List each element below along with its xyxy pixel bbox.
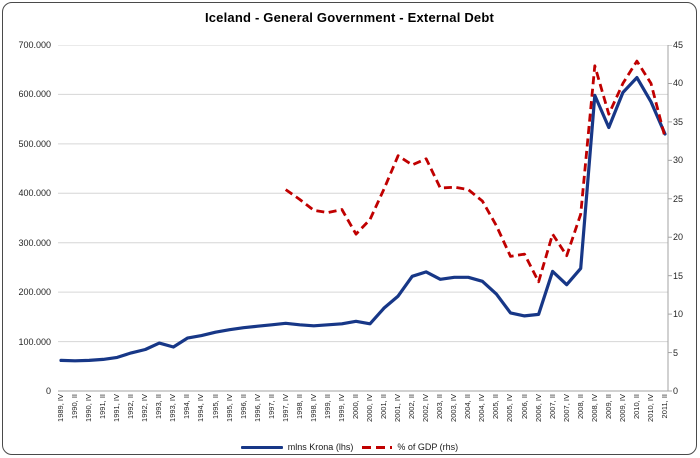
- x-axis-label: 1990, IV: [84, 394, 94, 422]
- x-axis-label: 1997, IV: [280, 394, 290, 422]
- x-axis-label: 1996, II: [238, 394, 248, 420]
- x-axis-label: 2006, II: [519, 394, 529, 420]
- y-axis-label-right: 10: [673, 309, 684, 320]
- x-axis-label: 2000, IV: [365, 394, 375, 422]
- y-axis-label-right: 30: [673, 155, 684, 166]
- legend-item-krona: mlns Krona (lhs): [240, 442, 354, 452]
- x-axis-label: 1998, IV: [308, 394, 318, 422]
- x-axis-label: 1995, IV: [224, 394, 234, 422]
- y-axis-label-right: 5: [673, 347, 679, 358]
- y-axis-label-right: 20: [673, 232, 684, 243]
- y-axis-label-left: 200.000: [18, 287, 51, 298]
- x-axis-label: 2001, II: [379, 394, 389, 420]
- x-axis-label: 1999, II: [322, 394, 332, 420]
- x-axis-label: 2001, IV: [393, 394, 403, 422]
- x-axis-label: 2007, IV: [561, 394, 571, 422]
- plot-area: [58, 45, 672, 392]
- x-axis-label: 1992, II: [126, 394, 136, 420]
- y-axis-label-left: 700.000: [18, 40, 51, 50]
- x-axis-label: 1997, II: [266, 394, 276, 420]
- x-axis-label: 2004, II: [463, 394, 473, 420]
- x-axis-label: 1992, IV: [140, 394, 150, 422]
- chart-title: Iceland - General Government - External …: [204, 10, 495, 25]
- y-axis-label-right: 45: [673, 40, 684, 50]
- x-axis-label: 2008, II: [575, 394, 585, 420]
- y-axis-label-left: 100.000: [18, 336, 51, 347]
- x-axis-label: 1990, II: [70, 394, 80, 420]
- x-axis-label: 1996, IV: [252, 394, 262, 422]
- x-axis-label: 1989, IV: [56, 394, 65, 422]
- legend-item-gdp: % of GDP (rhs): [362, 442, 458, 452]
- legend: mlns Krona (lhs) % of GDP (rhs): [3, 439, 696, 454]
- legend-label-krona: mlns Krona (lhs): [287, 442, 354, 452]
- y-axis-label-right: 0: [673, 386, 679, 396]
- y-axis-label-left: 500.000: [18, 138, 51, 149]
- x-axis-label: 1994, II: [182, 394, 192, 420]
- y-axis-label-right: 40: [673, 78, 684, 89]
- x-axis-label: 2000, II: [350, 394, 360, 420]
- x-axis-label: 1991, II: [98, 394, 108, 420]
- x-axis-label: 2006, IV: [533, 394, 543, 422]
- krona-line-swatch: [240, 445, 283, 449]
- x-axis-label: 2005, II: [491, 394, 501, 420]
- y-axis-label-left: 300.000: [18, 237, 51, 248]
- x-axis-label: 2004, IV: [477, 394, 487, 422]
- x-axis-label: 1993, IV: [168, 394, 178, 422]
- x-axis-label: 2003, II: [435, 394, 445, 420]
- gdp-line-swatch: [362, 445, 393, 449]
- x-axis-label: 1993, II: [154, 394, 164, 420]
- y-axis-label-left: 400.000: [18, 188, 51, 199]
- krona-line-series: [59, 75, 667, 363]
- y-axis-label-right: 35: [673, 116, 684, 127]
- legend-label-gdp: % of GDP (rhs): [397, 442, 459, 452]
- x-axis-label: 2010, II: [631, 394, 641, 420]
- gdp-line-series: [284, 59, 667, 284]
- x-axis-label: 2010, IV: [645, 394, 655, 422]
- x-axis-label: 2009, IV: [617, 394, 627, 422]
- x-axis-label: 1999, IV: [336, 394, 346, 422]
- x-axis-label: 1994, IV: [196, 394, 206, 422]
- x-axis-label: 2003, IV: [449, 394, 459, 422]
- x-axis-label: 2008, IV: [589, 394, 599, 422]
- y-axis-label-left: 0: [45, 386, 51, 396]
- y-axis-label-right: 15: [673, 270, 684, 281]
- x-axis-label: 2005, IV: [505, 394, 515, 422]
- x-axis-label: 2007, II: [547, 394, 557, 420]
- x-axis-label: 2002, IV: [421, 394, 431, 422]
- x-axis-label: 2011, II: [660, 394, 669, 419]
- x-axis-label: 1998, II: [294, 394, 304, 420]
- x-axis-label: 2009, II: [603, 394, 613, 420]
- y-axis-label-left: 600.000: [18, 89, 51, 100]
- y-axis-label-right: 25: [673, 193, 684, 204]
- x-axis-label: 2002, II: [407, 394, 417, 420]
- x-axis-label: 1995, II: [210, 394, 220, 420]
- x-axis-label: 1991, IV: [112, 394, 122, 422]
